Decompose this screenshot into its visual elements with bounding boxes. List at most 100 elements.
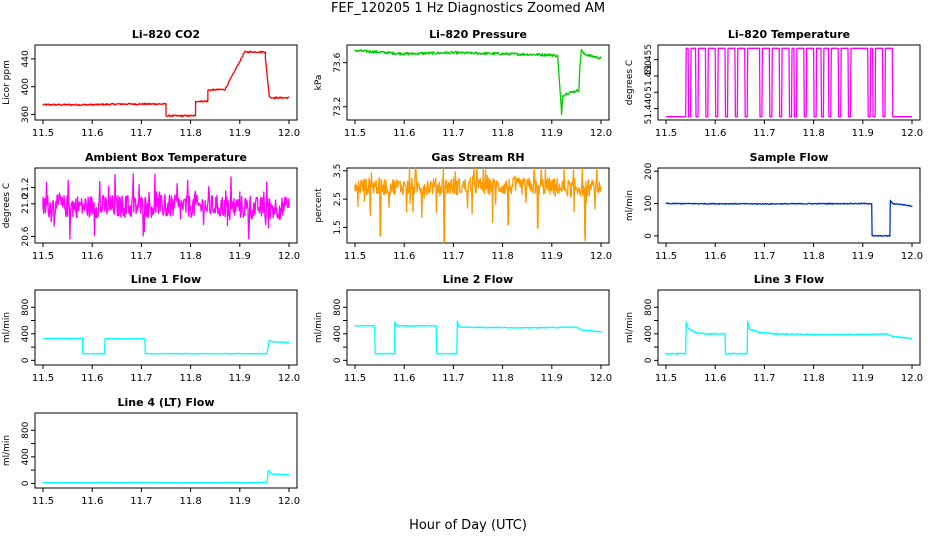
y-tick-label: 360: [21, 106, 31, 123]
x-tick-label: 11.5: [655, 128, 677, 139]
x-tick-label: 11.6: [704, 251, 726, 262]
x-tick-label: 11.7: [130, 128, 152, 139]
panel-1: Li–820 CO2 Licor ppm 360 400 440 11.5 11.6 11.7…: [2, 28, 300, 139]
x-tick-label: 11.6: [393, 128, 415, 139]
y-tick-label: 800: [333, 298, 343, 315]
panel-10: Line 4 (LT) Flow ml/min 0 400 800 11.5 11.6 11.…: [2, 396, 300, 507]
x-tick-label: 11.8: [802, 251, 824, 262]
y-tick-label: 800: [21, 298, 31, 315]
panel-title: Ambient Box Temperature: [85, 151, 247, 164]
x-tick-label: 11.7: [753, 128, 775, 139]
y-tick-label: 51.450: [644, 60, 654, 92]
x-tick-label: 11.7: [130, 496, 152, 507]
plot-frame: [346, 44, 610, 121]
x-tick-label: 11.7: [753, 373, 775, 384]
x-tick-label: 11.8: [179, 496, 201, 507]
x-tick-label: 12.0: [590, 373, 612, 384]
y-tick-label: 800: [644, 298, 654, 315]
x-tick-label: 12.0: [278, 373, 300, 384]
y-axis-label: ml/min: [625, 312, 635, 343]
x-tick-label: 11.9: [541, 251, 563, 262]
series-line: [42, 50, 290, 118]
x-tick-label: 11.6: [81, 496, 103, 507]
panel-title: Line 4 (LT) Flow: [118, 396, 215, 409]
x-tick-label: 12.0: [278, 251, 300, 262]
y-tick-label: 51.440: [644, 93, 654, 125]
x-tick-label: 12.0: [901, 373, 923, 384]
plot-frame: [657, 167, 921, 244]
plot-frame: [34, 289, 298, 366]
y-tick-label: 0: [333, 357, 343, 363]
x-tick-label: 11.6: [81, 251, 103, 262]
panel-title: Sample Flow: [750, 151, 829, 164]
x-tick-label: 11.6: [393, 251, 415, 262]
x-tick-label: 12.0: [590, 251, 612, 262]
y-axis-label: degrees C: [2, 183, 12, 228]
x-tick-label: 11.6: [704, 373, 726, 384]
x-tick-label: 12.0: [901, 128, 923, 139]
y-tick-label: 800: [21, 421, 31, 438]
y-tick-label: 200: [644, 162, 654, 179]
figure-x-axis-label: Hour of Day (UTC): [409, 518, 527, 533]
x-tick-label: 11.5: [655, 373, 677, 384]
panel-2: Li–820 Pressure kPa 73.2 73.6 11.5 11.6 11.7 11…: [314, 28, 612, 139]
y-tick-label: 0: [21, 357, 31, 363]
y-axis-label: Licor ppm: [2, 60, 12, 105]
panel-6: Sample Flow ml/min 0 100 200 11.5 11.6 11.7 11.8…: [625, 151, 923, 262]
y-axis-label: percent: [314, 188, 324, 223]
x-tick-label: 11.5: [32, 128, 54, 139]
x-tick-label: 11.6: [81, 373, 103, 384]
panel-title: Li–820 CO2: [132, 28, 200, 41]
y-axis-label: ml/min: [314, 312, 324, 343]
plot-frame: [34, 44, 298, 121]
plot-frame: [657, 44, 921, 121]
panel-title: Line 3 Flow: [754, 273, 824, 286]
x-tick-label: 11.8: [491, 128, 513, 139]
y-tick-label: 21.0: [21, 194, 31, 214]
x-tick-label: 11.8: [179, 251, 201, 262]
series-line: [665, 199, 913, 237]
y-axis-label: ml/min: [625, 190, 635, 221]
y-tick-label: 21.2: [21, 178, 31, 198]
x-tick-label: 12.0: [901, 251, 923, 262]
y-tick-label: 400: [644, 325, 654, 342]
x-tick-label: 11.5: [344, 373, 366, 384]
y-tick-label: 400: [333, 325, 343, 342]
y-axis-label: ml/min: [2, 312, 12, 343]
x-tick-label: 12.0: [278, 128, 300, 139]
x-tick-label: 11.5: [32, 496, 54, 507]
x-tick-label: 12.0: [278, 496, 300, 507]
panel-title: Li–820 Pressure: [429, 28, 527, 41]
panel-9: Line 3 Flow ml/min 0 400 800 11.5 11.6 11.7 11.8…: [625, 273, 923, 384]
panel-7: Line 1 Flow ml/min 0 400 800 11.5 11.6 11.7 11.8…: [2, 273, 300, 384]
y-tick-label: 51.455: [644, 44, 654, 76]
x-tick-label: 11.9: [852, 128, 874, 139]
x-tick-label: 11.9: [229, 373, 251, 384]
y-tick-label: 20.6: [21, 226, 31, 246]
plot-frame: [346, 289, 610, 366]
panel-title: Li–820 Temperature: [728, 28, 850, 41]
x-tick-label: 11.5: [344, 128, 366, 139]
y-tick-label: 440: [21, 50, 31, 67]
y-tick-label: 1.5: [333, 220, 343, 234]
y-axis-label: degrees C: [625, 60, 635, 105]
y-axis-label: kPa: [314, 75, 324, 91]
x-tick-label: 11.6: [704, 128, 726, 139]
y-axis-label: ml/min: [2, 435, 12, 466]
plot-frame: [34, 167, 298, 244]
y-tick-label: 0: [644, 233, 654, 239]
x-tick-label: 11.5: [655, 251, 677, 262]
panel-8: Line 2 Flow ml/min 0 400 800 11.5 11.6 11.7 11.8…: [314, 273, 612, 384]
y-tick-label: 73.2: [333, 97, 343, 117]
x-tick-label: 11.8: [491, 251, 513, 262]
panel-4: Ambient Box Temperature degrees C 20.6 21.0…: [2, 151, 300, 262]
x-tick-label: 11.9: [229, 251, 251, 262]
panel-title: Gas Stream RH: [431, 151, 524, 164]
x-tick-label: 11.9: [541, 373, 563, 384]
series-line: [42, 173, 290, 240]
series-line: [354, 48, 602, 116]
y-tick-label: 100: [644, 195, 654, 212]
x-tick-label: 11.7: [130, 251, 152, 262]
x-tick-label: 11.9: [541, 128, 563, 139]
panel-title: Line 1 Flow: [131, 273, 201, 286]
